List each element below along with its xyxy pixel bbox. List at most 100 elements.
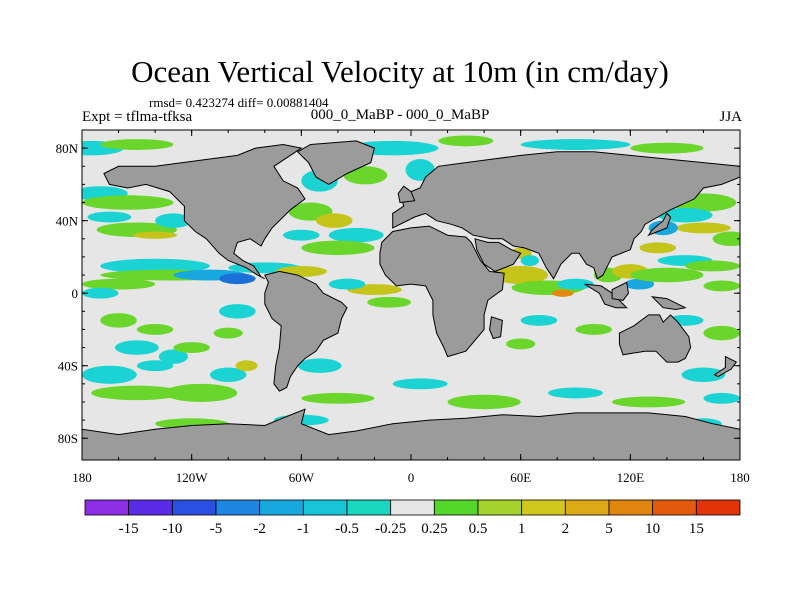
colorbar-label: 2: [562, 521, 570, 537]
africa-landmass: [379, 225, 505, 358]
colorbar-label: -10: [162, 521, 182, 537]
anomaly-patch: [283, 229, 320, 241]
north-america-landmass: [103, 143, 306, 280]
anomaly-patch: [343, 166, 388, 185]
anomaly-patch: [219, 273, 256, 285]
colorbar-label: 0.25: [421, 521, 447, 537]
anomaly-patch: [301, 392, 375, 404]
lat-tick-label: 40N: [56, 214, 79, 229]
lon-tick-label: 180: [72, 470, 92, 485]
subtitle-label: 000_0_MaBP - 000_0_MaBP: [310, 107, 490, 123]
new-zealand-landmass: [713, 355, 738, 378]
colorbar-label: 5: [605, 521, 613, 537]
eurasia-landmass: [392, 151, 740, 280]
colorbar-swatch: [259, 499, 304, 516]
anomaly-patch: [703, 280, 740, 292]
anomaly-patch: [520, 255, 539, 266]
south-america-landmass: [264, 270, 348, 392]
anomaly-patch: [657, 207, 713, 223]
colorbar-label: -15: [119, 521, 139, 537]
anomaly-patch: [438, 135, 494, 147]
anomaly-patch: [703, 392, 740, 404]
lon-tick-label: 0: [408, 470, 415, 485]
anomaly-patch: [155, 213, 192, 228]
anomaly-patch: [630, 142, 704, 154]
anomaly-patch: [158, 349, 189, 364]
anomaly-patch: [297, 358, 342, 373]
southeast-asia-landmass: [584, 283, 628, 309]
anomaly-patch: [612, 396, 686, 408]
axis-ticks: 80N 40N 0 40S 80S 180 120W 60W 0 60E 120E 180: [56, 130, 750, 485]
anomaly-patch: [209, 367, 247, 383]
anomaly-patch: [493, 265, 549, 285]
anomaly-patch: [624, 278, 655, 290]
stats-label: rmsd= 0.423274 diff= 0.00881404: [149, 95, 329, 110]
madagascar-landmass: [489, 316, 503, 340]
land-mask: [82, 140, 740, 460]
lon-tick-label: 120E: [617, 470, 645, 485]
anomaly-patch: [676, 222, 731, 234]
colorbar-swatch: [84, 499, 130, 516]
anomaly-patch: [551, 289, 574, 297]
arabia-landmass: [474, 238, 522, 272]
anomaly-patch: [712, 231, 740, 247]
australia-landmass: [618, 314, 692, 363]
colorbar-swatch: [346, 499, 392, 516]
colorbar-swatch: [390, 499, 435, 516]
lat-tick-label: 80N: [56, 141, 79, 156]
anomaly-patch: [100, 139, 174, 150]
anomaly-patch: [82, 195, 174, 210]
colorbar-swatch: [215, 499, 261, 516]
anomaly-patch: [164, 383, 238, 402]
colorbar-label: 15: [689, 521, 704, 537]
colorbar-label: -2: [253, 521, 266, 537]
anomaly-patch: [681, 367, 726, 383]
japan-landmass: [647, 212, 672, 237]
colorbar-swatch: [433, 499, 479, 516]
anomaly-patch: [136, 324, 174, 335]
plot-title: Ocean Vertical Velocity at 10m (in cm/da…: [131, 54, 669, 89]
colorbar-swatch: [521, 499, 566, 516]
colorbar-label: 0.5: [469, 521, 488, 537]
anomaly-patch: [100, 258, 210, 274]
anomaly-patch: [315, 213, 353, 228]
anomaly-patch: [219, 304, 256, 319]
colorbar-label: -0.5: [335, 521, 359, 537]
colorbar-swatch: [652, 499, 697, 516]
anomaly-patch: [82, 278, 156, 290]
anomaly-patch: [213, 327, 243, 339]
anomaly-patch: [173, 342, 210, 354]
lon-tick-label: 180: [730, 470, 750, 485]
new-guinea-landmass: [650, 296, 687, 311]
anomaly-patch: [82, 365, 137, 384]
anomaly-patch: [520, 314, 558, 326]
lon-tick-label: 60W: [289, 470, 315, 485]
anomaly-patch: [548, 387, 603, 399]
experiment-label: Expt = tflma-tfksa: [82, 109, 193, 125]
anomaly-patch: [392, 378, 448, 390]
season-label: JJA: [719, 109, 742, 125]
colorbar-label: -5: [210, 521, 223, 537]
anomaly-patch: [100, 313, 137, 328]
colorbar-swatch: [564, 499, 610, 516]
colorbar-label: 1: [518, 521, 526, 537]
colorbar: -15 -10 -5 -2 -1 -0.5 -0.25 0.25 0.5 1 2 5 10 15: [84, 499, 741, 537]
anomaly-patch: [301, 240, 375, 256]
lon-tick-label: 120W: [176, 470, 209, 485]
greenland-landmass: [296, 140, 375, 185]
lat-tick-label: 80S: [58, 431, 78, 446]
anomaly-patch: [506, 338, 536, 350]
lat-tick-label: 0: [72, 286, 79, 301]
anomaly-patch: [447, 394, 521, 410]
anomaly-patch: [575, 324, 613, 335]
anomaly-patch: [136, 360, 174, 372]
lon-tick-label: 60E: [510, 470, 531, 485]
anomaly-patch: [685, 260, 740, 272]
colorbar-swatch: [608, 499, 654, 516]
colorbar-label: -0.25: [375, 521, 406, 537]
anomaly-patch: [235, 360, 258, 372]
anomaly-patch: [87, 211, 132, 223]
anomaly-patch: [703, 325, 740, 341]
anomaly-patch: [328, 278, 366, 290]
